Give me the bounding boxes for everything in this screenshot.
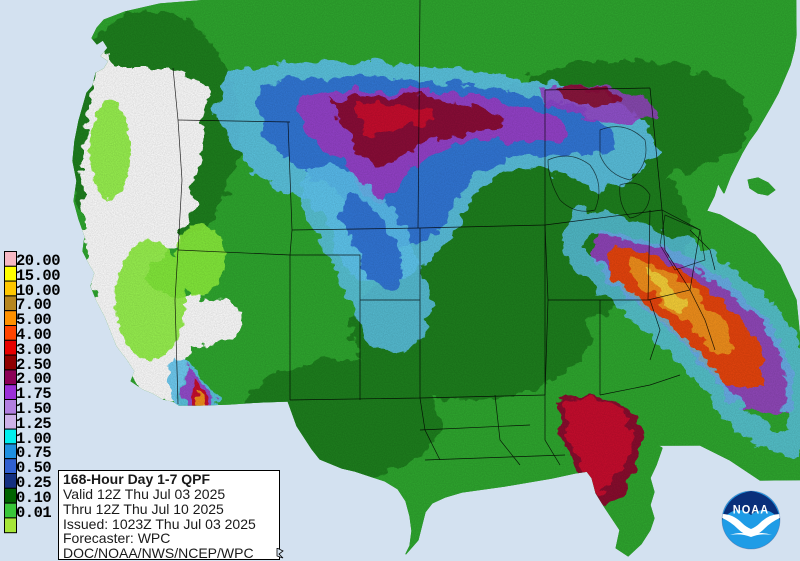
svg-text:NOAA: NOAA [733, 504, 769, 516]
